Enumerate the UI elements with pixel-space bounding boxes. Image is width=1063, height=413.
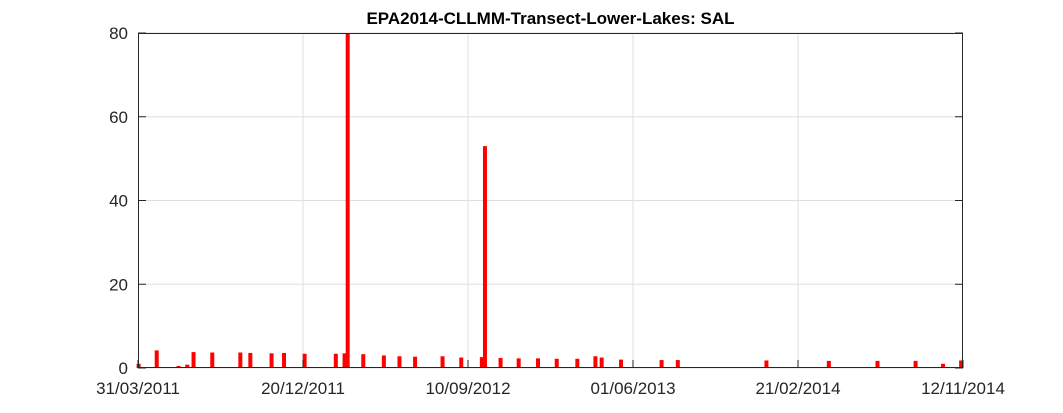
x-axis-ticks: 31/03/2011 20/12/2011 10/09/2012 01/06/2013…: [96, 360, 1005, 398]
y-tick-label: 60: [109, 108, 128, 127]
y-tick-label: 40: [109, 192, 128, 211]
y-tick-label: 20: [109, 275, 128, 294]
x-tick-label: 31/03/2011: [96, 379, 180, 398]
x-tick-label: 12/11/2014: [921, 379, 1005, 398]
x-tick-label: 21/02/2014: [755, 379, 840, 398]
x-tick-label: 10/09/2012: [425, 379, 510, 398]
y-tick-label: 80: [109, 24, 128, 43]
x-tick-label: 01/06/2013: [590, 379, 675, 398]
chart-title: EPA2014-CLLMM-Transect-Lower-Lakes: SAL: [366, 9, 734, 28]
x-tick-label: 20/12/2011: [261, 379, 345, 398]
y-tick-label: 0: [119, 359, 128, 378]
y-axis-ticks: 0 20 40 60 80: [109, 24, 963, 378]
